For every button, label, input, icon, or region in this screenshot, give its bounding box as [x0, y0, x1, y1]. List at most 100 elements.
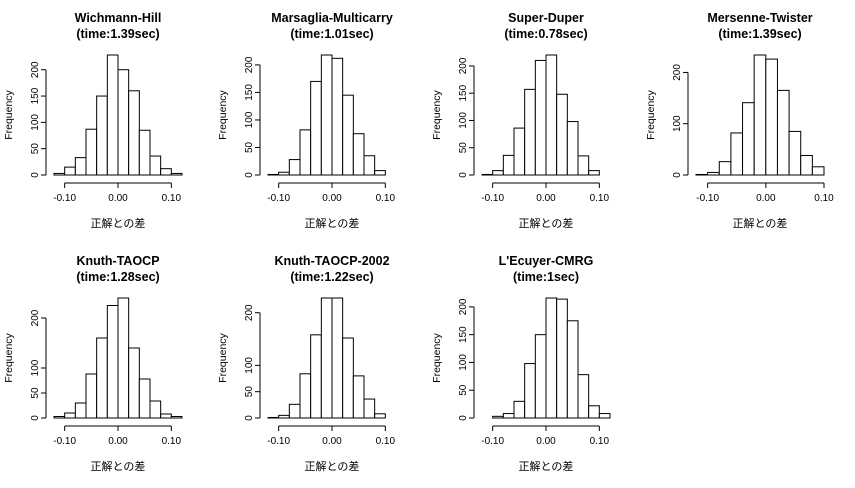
y-tick-label: 200 [244, 56, 255, 73]
histogram-bar [299, 373, 312, 419]
histogram-bar [310, 334, 322, 419]
x-tick-label: -0.10 [481, 436, 504, 447]
chart-subtitle: (time:1.39sec) [76, 27, 159, 41]
histogram-bar [577, 155, 590, 176]
histogram-bar [742, 102, 755, 176]
histogram-bar [170, 416, 183, 419]
x-tick-label: 0.00 [536, 436, 556, 447]
histogram-bar [128, 90, 140, 176]
y-tick-label: 200 [458, 298, 469, 315]
x-tick-label: 0.10 [590, 436, 610, 447]
y-axis-label: Frequency [431, 332, 443, 382]
y-tick-label: 0 [244, 415, 255, 421]
histogram-panel-3: Super-Duper (time:0.78sec) -0.10 0.00 0.10 0 5… [431, 11, 610, 230]
histogram-bar [492, 415, 504, 419]
histogram-bar [342, 337, 354, 419]
histogram-bar [788, 130, 802, 176]
histogram-bar [53, 172, 66, 176]
y-tick-label: 150 [458, 326, 469, 343]
y-tick-label: 0 [672, 172, 683, 178]
y-axis-label: Frequency [3, 332, 15, 382]
histogram-panel-7: L'Ecuyer-CMRG (time:1sec) -0.10 0.00 0.10 0 50… [431, 254, 611, 473]
chart-title: Mersenne-Twister [707, 11, 812, 25]
histogram-bar [106, 305, 119, 419]
x-axis-label: 正解との差 [305, 216, 360, 230]
histogram-bar [513, 400, 526, 419]
histogram-bar [331, 57, 344, 176]
chart-title: Knuth-TAOCP [76, 254, 159, 268]
histogram-bar [117, 69, 130, 176]
y-tick-label: 0 [458, 415, 469, 421]
x-tick-label: -0.10 [267, 193, 290, 204]
chart-title: Super-Duper [508, 11, 584, 25]
histogram-bar [363, 155, 376, 176]
y-tick-label: 150 [244, 84, 255, 101]
histogram-panel-1: Wichmann-Hill (time:1.39sec) -0.10 0.00 0.10… [3, 11, 183, 230]
histogram-bar [267, 173, 280, 176]
histogram-bar [138, 378, 151, 419]
chart-title: Wichmann-Hill [75, 11, 162, 25]
x-tick-label: -0.10 [267, 436, 290, 447]
histogram-bar [96, 337, 108, 419]
histogram-bar [534, 334, 547, 419]
chart-subtitle: (time:1.22sec) [290, 270, 373, 284]
y-axis-label: Frequency [217, 89, 229, 139]
histogram-bar [730, 132, 744, 176]
histogram-bar [374, 413, 386, 419]
histogram-bar [138, 129, 151, 176]
y-tick-label: 150 [458, 84, 469, 101]
histogram-bar [556, 93, 568, 176]
histogram-bar [718, 161, 732, 176]
histogram-bar [160, 413, 172, 419]
histogram-panel-5: Knuth-TAOCP (time:1.28sec) -0.10 0.00 0.10 0 5… [3, 254, 183, 473]
chart-subtitle: (time:1.28sec) [76, 270, 159, 284]
histogram-bar [545, 297, 558, 419]
y-tick-label: 50 [30, 387, 41, 399]
histogram-bar [765, 58, 778, 176]
histogram-bar [534, 59, 547, 176]
x-tick-label: 0.00 [108, 436, 128, 447]
chart-title: Marsaglia-Multicarry [271, 11, 393, 25]
histogram-bar [481, 173, 494, 176]
histogram-bar [310, 80, 322, 176]
x-tick-label: -0.10 [53, 436, 76, 447]
y-tick-label: 100 [244, 357, 255, 374]
x-tick-label: 0.10 [162, 193, 182, 204]
histogram-bar [695, 173, 709, 176]
y-tick-label: 50 [458, 142, 469, 154]
y-tick-label: 100 [244, 111, 255, 128]
histogram-bar [352, 375, 365, 419]
histogram-bar [128, 347, 140, 419]
y-tick-label: 50 [458, 384, 469, 396]
histogram-bar [331, 297, 344, 419]
chart-subtitle: (time:0.78sec) [504, 27, 587, 41]
y-tick-label: 100 [30, 114, 41, 131]
histogram-bar [74, 402, 87, 419]
chart-title: Knuth-TAOCP-2002 [274, 254, 389, 268]
histogram-bar [320, 54, 333, 176]
histogram-bar [776, 89, 790, 176]
histogram-bar [267, 416, 280, 419]
x-tick-label: 0.10 [590, 193, 610, 204]
histogram-bar [588, 405, 600, 419]
x-axis-label: 正解との差 [519, 459, 574, 473]
x-axis-label: 正解との差 [91, 459, 146, 473]
y-axis-label: Frequency [3, 89, 15, 139]
y-tick-label: 200 [458, 57, 469, 74]
y-tick-label: 0 [30, 172, 41, 178]
histogram-bar [352, 133, 365, 176]
histogram-bar [753, 54, 767, 176]
histogram-bar [278, 171, 290, 176]
histogram-bar [598, 413, 611, 419]
histogram-bar [170, 172, 183, 176]
histogram-panel-4: Mersenne-Twister (time:1.39sec) -0.10 0.00 0… [645, 11, 834, 230]
x-tick-label: 0.00 [108, 193, 128, 204]
y-tick-label: 0 [244, 172, 255, 178]
chart-subtitle: (time:1.39sec) [718, 27, 801, 41]
y-tick-label: 50 [244, 141, 255, 153]
y-tick-label: 0 [30, 415, 41, 421]
x-tick-label: 0.10 [814, 193, 834, 204]
histogram-bar [524, 363, 536, 419]
y-tick-label: 100 [672, 115, 683, 132]
